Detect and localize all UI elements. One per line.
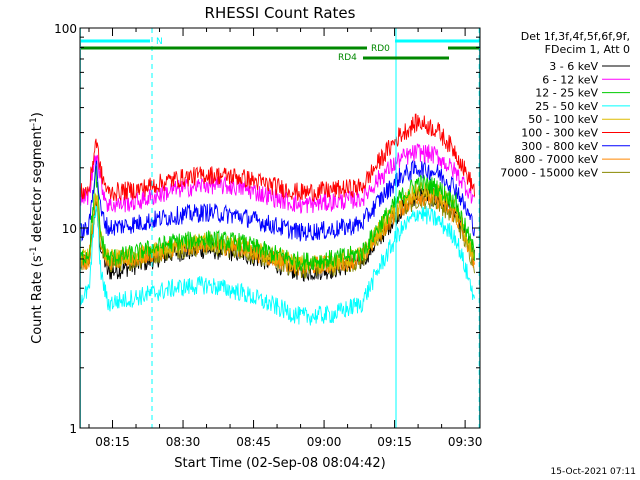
x-tick-label: 09:00 (307, 435, 342, 449)
legend-entry-label: 800 - 7000 keV (514, 153, 598, 166)
y-axis-label-close: ) (30, 112, 45, 117)
y-axis-label-sup2: -1 (29, 117, 39, 126)
x-tick-label: 08:15 (95, 435, 130, 449)
night-label: N (156, 37, 163, 47)
y-tick-label: 10 (62, 222, 77, 236)
legend-entry-label: 6 - 12 keV (542, 73, 598, 86)
legend: Det 1f,3f,4f,5f,6f,9f,FDecim 1, Att 0 3 -… (500, 30, 630, 179)
chart-title: RHESSI Count Rates (205, 4, 356, 22)
legend-entry-label: 50 - 100 keV (528, 113, 598, 126)
footer-timestamp: 15-Oct-2021 07:11 (551, 467, 636, 477)
y-axis-label-sup: -1 (29, 246, 39, 255)
legend-entry-label: 3 - 6 keV (549, 60, 598, 73)
x-tick-label: 09:30 (448, 435, 483, 449)
y-axis-label-tail: detector segment (30, 126, 45, 246)
x-tick-label: 08:30 (166, 435, 201, 449)
y-axis-label: Count Rate (s-1 detector segment-1) (29, 112, 45, 344)
y-tick-label: 100 (54, 22, 77, 36)
legend-entry-label: 12 - 25 keV (535, 87, 598, 100)
x-tick-label: 08:45 (236, 435, 271, 449)
series-line-6 (79, 113, 475, 202)
legend-entry-label: 7000 - 15000 keV (500, 166, 598, 179)
rd4-label: RD4 (338, 53, 357, 63)
series-line-2 (79, 143, 475, 214)
legend-header: Det 1f,3f,4f,5f,6f,9f, (521, 30, 630, 43)
rd0-label: RD0 (371, 44, 390, 54)
legend-entry-label: 25 - 50 keV (535, 100, 598, 113)
x-tick-label: 09:15 (377, 435, 412, 449)
series-line-3 (79, 165, 475, 272)
legend-entry-label: 300 - 800 keV (521, 140, 598, 153)
legend-entry-label: 100 - 300 keV (521, 127, 598, 140)
x-axis-label: Start Time (02-Sep-08 08:04:42) (174, 456, 385, 471)
legend-header: FDecim 1, Att 0 (545, 43, 630, 56)
series-line-7 (79, 159, 475, 242)
axes: 1 10 100 08:15 08:30 08:45 09:00 09:15 09:30 (54, 22, 482, 449)
plot-area: N RD0 RD4 (79, 28, 481, 428)
y-tick-label: 1 (69, 422, 77, 436)
series-line-4 (79, 205, 475, 326)
y-axis-label-main: Count Rate (s (30, 255, 45, 344)
